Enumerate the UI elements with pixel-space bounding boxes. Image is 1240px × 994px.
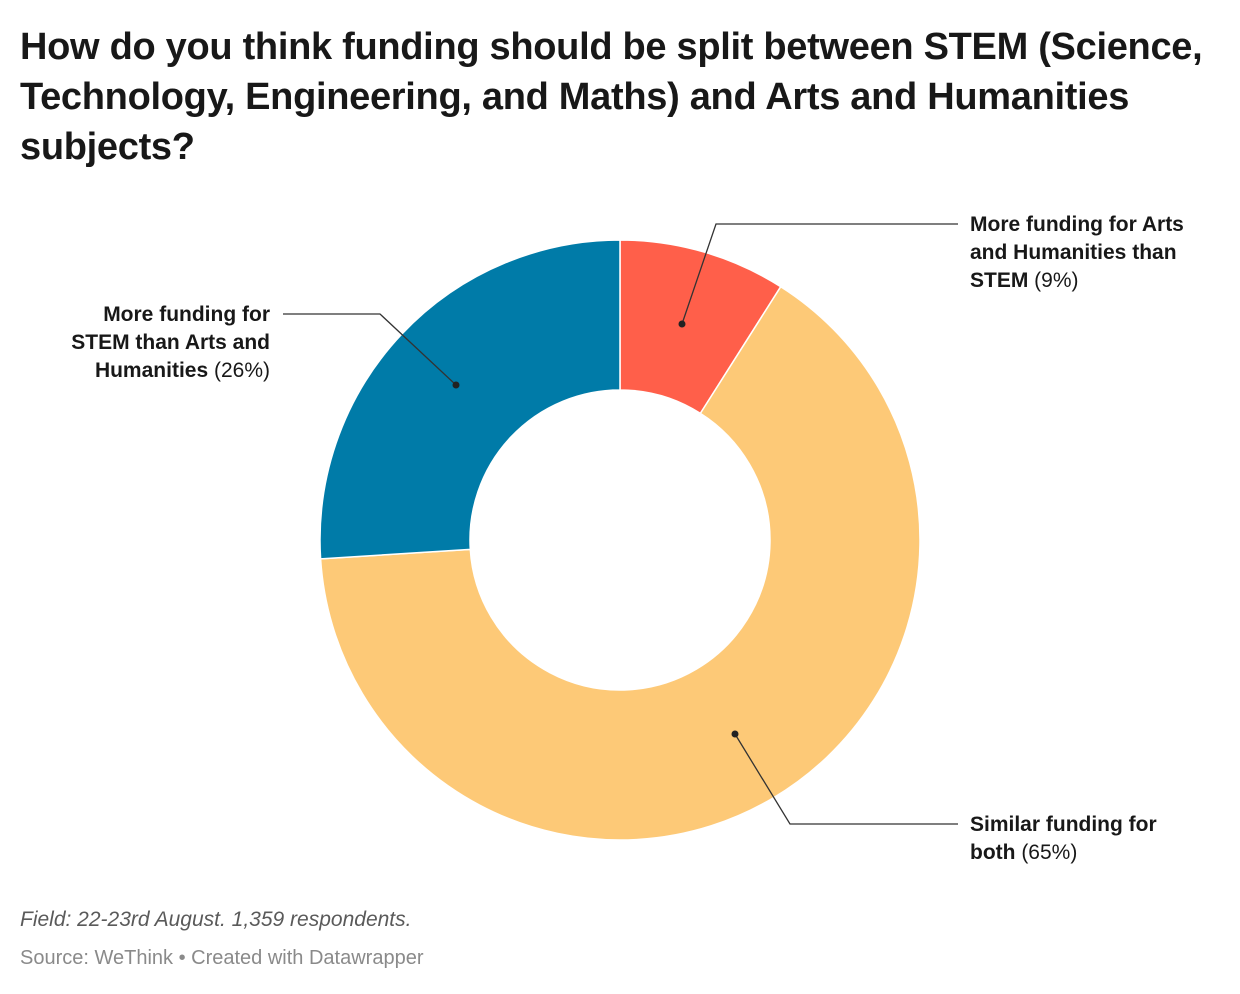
chart-title: How do you think funding should be split… bbox=[20, 26, 1203, 168]
slice-value: (26%) bbox=[208, 359, 270, 382]
leader-dot bbox=[452, 381, 460, 389]
chart-notes: Field: 22-23rd August. 1,359 respondents… bbox=[20, 908, 412, 931]
slice-labels: More funding for Arts and Humanities than… bbox=[71, 213, 1184, 864]
chart-source: Source: WeThink • Created with Datawrapp… bbox=[20, 947, 424, 969]
slice-label: More funding for Arts and Humanities than… bbox=[970, 213, 1184, 292]
slice-label: Similar funding for both (65%) bbox=[970, 813, 1157, 864]
leader-line bbox=[681, 223, 958, 325]
slice-value: (9%) bbox=[1028, 269, 1078, 292]
slice-value: (65%) bbox=[1015, 841, 1077, 864]
leader-line bbox=[734, 733, 958, 825]
leader-dot bbox=[731, 730, 739, 738]
donut-slice bbox=[319, 285, 921, 841]
leader-line bbox=[283, 313, 457, 386]
donut-chart: More funding for Arts and Humanities than… bbox=[71, 213, 1184, 864]
slice-label: More funding for STEM than Arts and Humani… bbox=[71, 303, 270, 382]
leader-dot bbox=[678, 320, 686, 328]
label-leaders bbox=[283, 223, 958, 825]
donut-slices bbox=[319, 239, 921, 841]
donut-slice bbox=[319, 239, 621, 560]
